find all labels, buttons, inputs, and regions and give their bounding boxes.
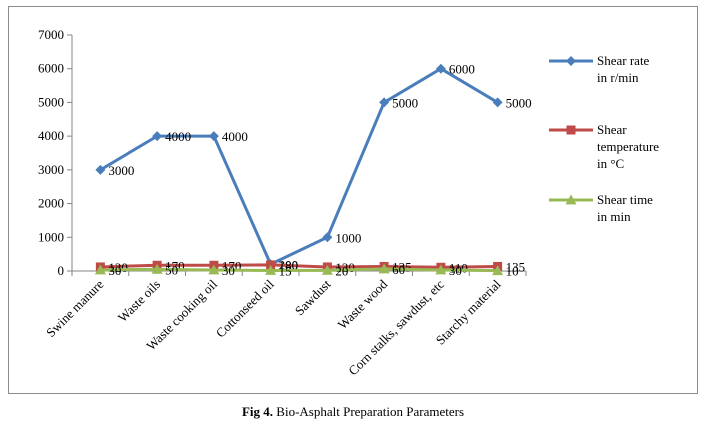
data-label-rate: 5000 bbox=[392, 95, 418, 110]
x-tick-label: Cottonseed oil bbox=[213, 276, 277, 340]
data-label-time: 60 bbox=[392, 262, 405, 277]
data-label-time: 50 bbox=[165, 262, 178, 277]
data-point-time bbox=[208, 264, 220, 275]
data-point-rate bbox=[208, 131, 219, 142]
data-label-rate: 4000 bbox=[165, 129, 191, 144]
data-label-rate: 6000 bbox=[449, 62, 475, 77]
data-point-rate bbox=[152, 131, 163, 142]
legend-marker-temperature bbox=[566, 125, 576, 135]
x-tick-label: Waste oils bbox=[115, 277, 163, 325]
data-label-time: 30 bbox=[108, 263, 121, 278]
data-point-rate bbox=[435, 63, 446, 74]
data-label-rate: 5000 bbox=[506, 95, 532, 110]
x-tick-label: Sawdust bbox=[292, 276, 334, 318]
data-point-time bbox=[265, 264, 277, 275]
series-line-time bbox=[100, 267, 498, 273]
chart-frame: 0 1000 2000 3000 4000 5000 6000 7000 Swine manur… bbox=[8, 6, 698, 394]
y-tick-label: 3000 bbox=[38, 162, 64, 177]
series-line-temperature bbox=[100, 263, 498, 269]
data-label-time: 10 bbox=[506, 264, 519, 279]
data-label-time: 20 bbox=[335, 263, 348, 278]
data-label-time: 15 bbox=[279, 263, 292, 278]
legend-label-time: in min bbox=[597, 209, 631, 224]
data-label-rate: 1000 bbox=[335, 230, 361, 245]
y-tick-label: 0 bbox=[58, 263, 65, 278]
y-tick-label: 6000 bbox=[38, 61, 64, 76]
figure-caption: Fig 4. Bio-Asphalt Preparation Parameter… bbox=[0, 404, 706, 420]
data-point-time bbox=[94, 264, 106, 275]
legend-label-temperature: Shear bbox=[597, 122, 627, 137]
data-label-rate: 4000 bbox=[222, 129, 248, 144]
data-point-time bbox=[492, 265, 504, 276]
caption-text: Bio-Asphalt Preparation Parameters bbox=[273, 404, 465, 419]
data-label-rate: 3000 bbox=[108, 163, 134, 178]
data-label-temperature: 135 bbox=[506, 259, 526, 274]
legend-label-temperature: in °C bbox=[597, 156, 624, 171]
legend-label-time: Shear time bbox=[597, 192, 653, 207]
y-tick-label: 7000 bbox=[38, 27, 64, 42]
data-point-rate bbox=[492, 97, 503, 108]
legend-label-rate: Shear rate bbox=[597, 53, 650, 68]
data-point-rate bbox=[322, 232, 333, 243]
data-label-time: 30 bbox=[449, 263, 462, 278]
data-label-time: 30 bbox=[222, 263, 235, 278]
data-point-temperature bbox=[266, 260, 276, 270]
data-point-time bbox=[378, 263, 390, 274]
data-point-rate bbox=[379, 97, 390, 108]
y-tick-label: 2000 bbox=[38, 196, 64, 211]
y-tick-label: 1000 bbox=[38, 229, 64, 244]
data-point-time bbox=[321, 264, 333, 275]
y-tick-label: 5000 bbox=[38, 94, 64, 109]
data-point-time bbox=[151, 263, 163, 274]
legend-label-temperature: temperature bbox=[597, 139, 659, 154]
x-tick-label: Waste wood bbox=[335, 276, 391, 332]
x-tick-label: Corn stalks, sawdust, etc bbox=[345, 276, 447, 378]
x-tick-label: Swine manure bbox=[43, 276, 107, 340]
legend-label-rate: in r/min bbox=[597, 70, 639, 85]
chart-svg: 0 1000 2000 3000 4000 5000 6000 7000 Swine manur… bbox=[38, 27, 659, 378]
data-point-time bbox=[435, 264, 447, 275]
series-line-rate bbox=[99, 67, 499, 266]
legend-marker-time bbox=[565, 194, 577, 205]
y-tick-label: 4000 bbox=[38, 128, 64, 143]
data-point-rate bbox=[95, 164, 106, 175]
legend-marker-rate bbox=[566, 56, 576, 66]
caption-label: Fig 4. bbox=[241, 404, 274, 419]
